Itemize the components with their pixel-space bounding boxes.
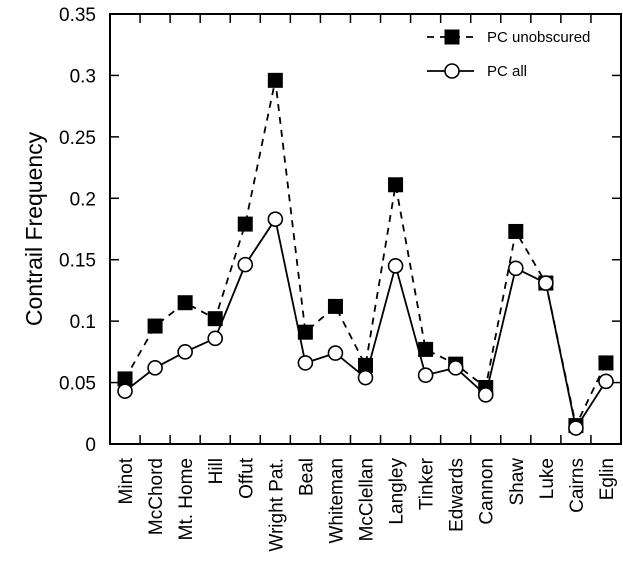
axis-ticks [110,14,621,444]
x-category-label: Cairns [567,458,588,513]
data-point-square [358,357,373,373]
data-point-circle [147,360,163,376]
x-category-label: Wright Pat. [266,458,287,552]
x-category-label: Tinker [417,457,438,510]
data-point-square [237,216,253,232]
x-category-label: Shaw [507,458,528,506]
x-category-label: Hill [206,458,227,484]
y-tick-labels: 0 0.05 0.1 0.15 0.2 0.25 0.3 0.35 [59,5,96,456]
data-point-circle [417,367,434,384]
data-point-square [388,177,404,193]
legend: PC unobscured PC all [427,29,590,80]
data-point-circle [267,211,284,227]
x-category-label: Mt. Home [176,458,197,540]
y-tick-label: 0.05 [59,374,96,395]
y-tick-label: 0.2 [70,189,96,210]
data-point-square [207,311,223,327]
legend-square-marker [444,29,460,45]
legend-label-2: PC all [487,63,527,80]
x-category-label: Whiteman [326,458,347,544]
data-point-square [297,324,313,340]
data-point-square [147,318,163,334]
legend-label-1: PC unobscured [487,29,590,46]
data-point-circle [237,256,254,273]
data-point-circle [297,355,314,371]
y-tick-label: 0.15 [59,251,96,272]
x-category-label: Edwards [447,458,468,532]
x-category-label: Offut [236,457,257,499]
y-axis-title: Contrail Frequency [21,131,47,326]
x-category-label: McClellan [357,458,378,541]
data-point-circle [357,369,374,386]
data-point-circle [568,420,584,436]
x-category-label: McChord [146,458,167,535]
data-point-circle [207,330,224,347]
data-point-circle [477,387,494,403]
data-point-square [177,295,193,311]
data-point-square [267,72,283,88]
x-category-label: Eglin [597,458,618,500]
data-point-square [327,298,343,314]
series-line-2 [124,216,607,431]
data-point-circle [327,345,344,361]
x-category-label: Minot [116,457,137,504]
y-tick-label: 0.1 [70,312,96,333]
data-point-square [598,355,614,371]
data-point-circle [117,383,133,399]
data-point-circle [447,360,464,376]
data-point-circle [177,344,193,360]
data-point-circle [538,275,554,291]
legend-circle-marker [444,63,460,79]
x-category-label: Luke [537,458,558,499]
x-tick-labels: Minot McChord Mt. Home Hill Offut Wright Pat.… [116,457,618,551]
x-category-label: Langley [387,458,408,525]
data-point-square [117,371,133,387]
series-markers [117,72,614,436]
x-category-label: Beal [296,458,317,496]
data-point-circle [507,260,524,277]
data-point-circle [598,373,614,390]
plot-frame [109,13,622,445]
x-category-label: Cannon [477,458,498,525]
series-line-1 [124,80,607,429]
data-point-square [418,341,434,357]
y-tick-label: 0 [85,435,96,456]
y-tick-label: 0.25 [59,128,96,149]
y-tick-label: 0.3 [70,66,96,87]
y-tick-label: 0.35 [59,5,96,26]
data-point-square [508,223,524,239]
data-point-circle [387,258,404,274]
